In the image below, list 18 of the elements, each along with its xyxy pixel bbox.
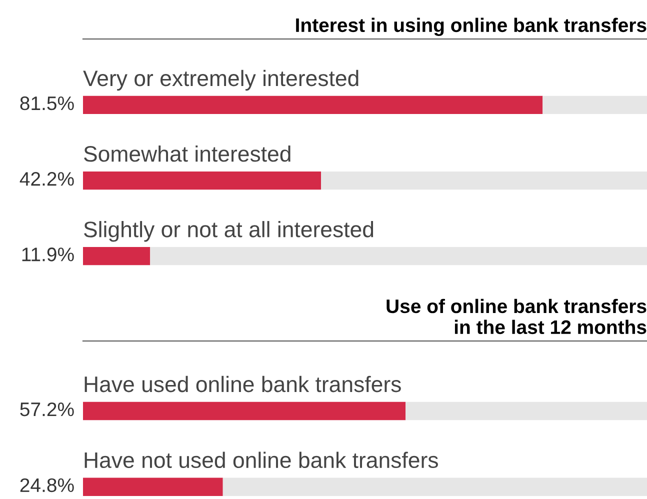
bar [542,96,647,114]
data-label: 42.2% [20,172,74,186]
chart-title: Use of online bank transfers in the last 12 months [386,298,646,334]
data-label: 11.9% [22,248,74,262]
category-label: Have not used online bank transfers [84,452,438,468]
bar [321,171,647,190]
category-label: Slightly or not at all interested [84,221,374,242]
data-label: 24.8% [20,478,74,492]
bar [83,247,150,266]
category-label: Somewhat interested [84,145,290,162]
data-label: 81.5% [20,96,74,110]
category-label: Very or extremely interested [83,70,358,91]
data-label: 57.2% [20,402,74,416]
category-label: Have used online bank transfers [84,376,401,392]
bar [83,96,543,114]
bar [83,171,322,190]
bar [150,247,647,266]
chart-title: Interest in using online bank transfers [296,18,646,36]
